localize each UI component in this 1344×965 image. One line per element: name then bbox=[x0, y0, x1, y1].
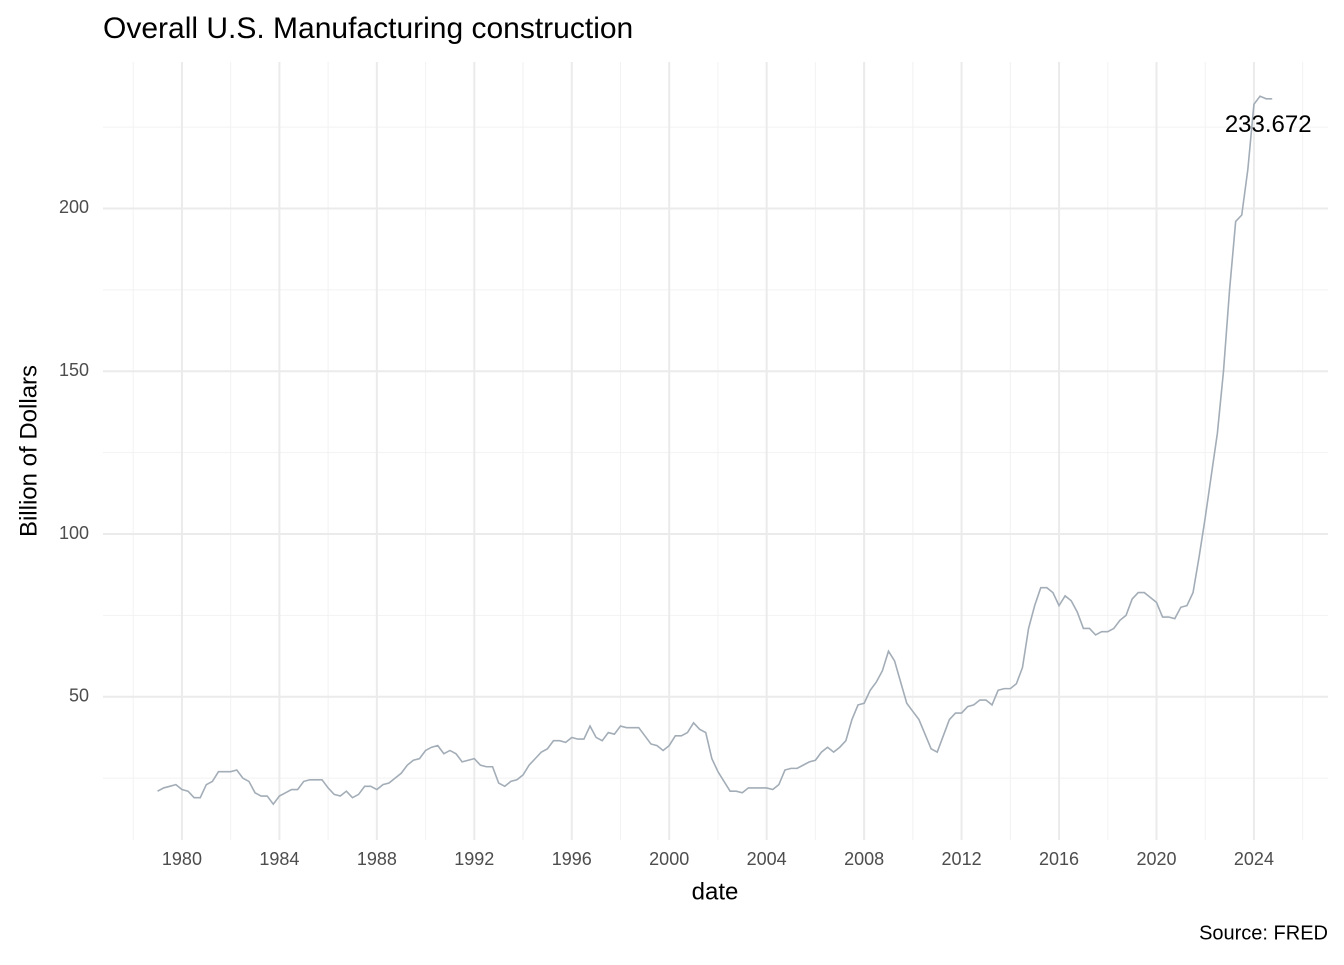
x-tick-label: 1988 bbox=[357, 849, 397, 869]
y-tick-label: 150 bbox=[59, 360, 89, 380]
x-tick-label: 2016 bbox=[1039, 849, 1079, 869]
x-tick-label: 1992 bbox=[454, 849, 494, 869]
x-tick-label: 2024 bbox=[1234, 849, 1274, 869]
x-axis-label: date bbox=[692, 878, 739, 905]
caption: Source: FRED bbox=[1199, 922, 1328, 944]
x-tick-label: 2000 bbox=[649, 849, 689, 869]
x-tick-label: 2020 bbox=[1136, 849, 1176, 869]
value-label: 233.672 bbox=[1225, 111, 1312, 138]
x-tick-label: 2012 bbox=[942, 849, 982, 869]
x-tick-label: 1996 bbox=[552, 849, 592, 869]
chart-title: Overall U.S. Manufacturing construction bbox=[103, 12, 633, 45]
x-tick-label: 2004 bbox=[747, 849, 787, 869]
y-tick-label: 200 bbox=[59, 197, 89, 217]
y-axis-label: Billion of Dollars bbox=[15, 365, 42, 537]
x-tick-label: 2008 bbox=[844, 849, 884, 869]
y-tick-label: 100 bbox=[59, 523, 89, 543]
data-line bbox=[157, 95, 1273, 806]
x-tick-label: 1984 bbox=[259, 849, 299, 869]
y-tick-label: 50 bbox=[69, 686, 89, 706]
x-tick-label: 1980 bbox=[162, 849, 202, 869]
